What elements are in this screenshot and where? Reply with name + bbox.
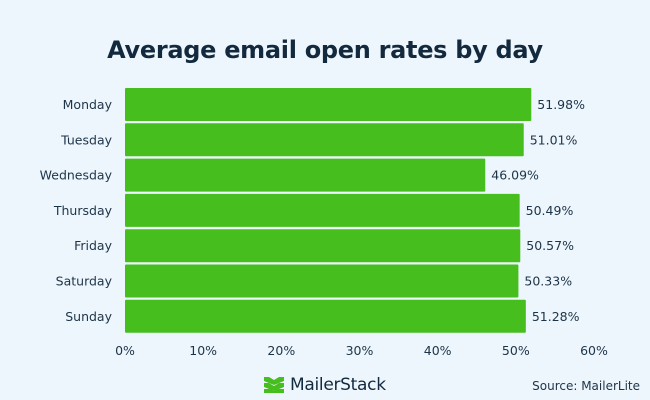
x-tick-label: 20% [267, 343, 295, 358]
category-label: Saturday [56, 274, 113, 289]
category-label: Friday [74, 238, 112, 253]
source-note: Source: MailerLite [532, 379, 640, 393]
bar-sunday [125, 299, 526, 333]
mailerstack-logo-icon [264, 377, 284, 393]
x-tick-label: 10% [189, 343, 217, 358]
bar-thursday [125, 193, 520, 227]
data-label: 46.09% [491, 168, 539, 183]
data-label: 51.01% [530, 132, 578, 147]
x-tick-label: 50% [502, 343, 530, 358]
bar-saturday [125, 264, 519, 298]
bar-tuesday [125, 123, 524, 157]
bar-wednesday [125, 158, 486, 192]
category-label: Tuesday [60, 132, 112, 147]
data-label: 51.98% [537, 97, 585, 112]
category-label: Wednesday [40, 168, 113, 183]
x-tick-label: 60% [580, 343, 608, 358]
x-tick-label: 40% [424, 343, 452, 358]
bar-monday [125, 88, 532, 121]
brand-name: MailerStack [290, 375, 386, 395]
data-label: 50.33% [524, 274, 572, 289]
category-label: Sunday [65, 309, 112, 324]
chart-title: Average email open rates by day [107, 36, 543, 64]
x-tick-label: 30% [346, 343, 374, 358]
category-label: Thursday [53, 203, 113, 218]
data-label: 51.28% [532, 309, 580, 324]
data-label: 50.57% [526, 238, 574, 253]
brand-logo: MailerStack [264, 375, 386, 395]
data-label: 50.49% [526, 203, 574, 218]
x-tick-label: 0% [115, 343, 135, 358]
bar-friday [125, 229, 521, 263]
category-label: Monday [63, 97, 113, 112]
